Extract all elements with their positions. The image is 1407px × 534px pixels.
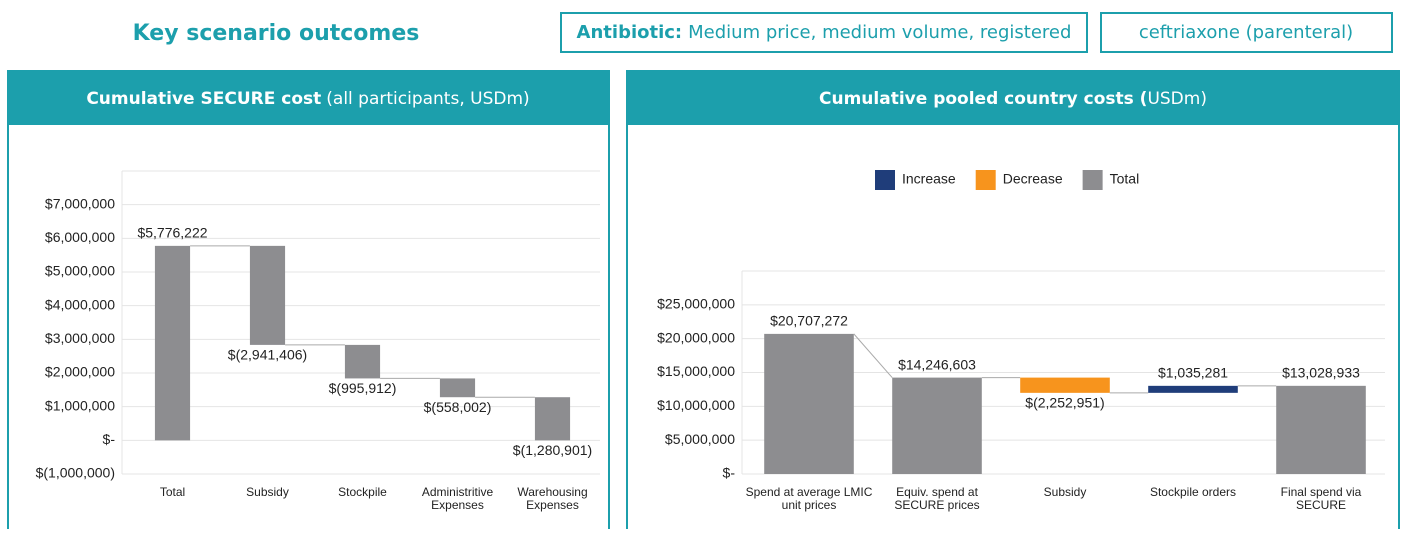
x-tick-label: Warehousing Expenses — [517, 486, 588, 512]
x-tick-label: Subsidy — [1043, 486, 1087, 499]
bar — [1148, 385, 1238, 393]
y-tick-label: $(1,000,000) — [36, 465, 115, 481]
bar — [1020, 377, 1110, 393]
y-tick-label: $2,000,000 — [45, 364, 115, 380]
legend-label: Decrease — [1003, 171, 1063, 187]
scenario-text: Antibiotic: Medium price, medium volume, … — [577, 22, 1072, 43]
scenario-box — [560, 12, 1088, 53]
drug-box — [1100, 12, 1393, 53]
x-tick-label: Stockpile orders — [1149, 486, 1237, 499]
x-tick-label: Stockpile — [338, 486, 387, 499]
legend-swatch — [975, 170, 996, 190]
panel-header — [627, 71, 1399, 125]
legend-label: Increase — [902, 171, 956, 187]
antibiotic: Medium price, medium volume, registered — [688, 22, 1071, 43]
legend-swatch — [1082, 170, 1103, 190]
bar — [439, 378, 476, 398]
y-tick-label: $10,000,000 — [657, 397, 735, 413]
y-tick-label: $- — [723, 465, 736, 481]
x-tick-label: Equiv. spend at SECURE prices — [894, 486, 980, 512]
value-label: $20,707,272 — [770, 313, 848, 329]
x-tick-label-box: Final spend via SECURE — [1280, 486, 1362, 512]
drug: ceftriaxone (parenteral) — [1139, 22, 1353, 43]
bar — [764, 333, 854, 474]
panel-header — [8, 71, 609, 125]
x-tick-label-box: Total — [159, 486, 186, 499]
x-tick-label: Subsidy — [246, 486, 289, 499]
y-tick-label: $1,000,000 — [45, 397, 115, 413]
chart-title: Cumulative pooled country costs ( — [819, 89, 1147, 109]
x-tick-label-box: Administritive Expenses — [421, 486, 494, 512]
x-tick-label-box: Subsidy — [246, 486, 289, 499]
antibiotic-label: Antibiotic: — [577, 22, 683, 43]
connector — [853, 333, 893, 378]
bar — [249, 245, 286, 345]
legend-label: Total — [1110, 171, 1140, 187]
bar — [892, 377, 982, 474]
y-tick-label: $7,000,000 — [45, 195, 115, 211]
chart-subtitle: USDm) — [1147, 89, 1207, 109]
value-label: $1,035,281 — [1158, 365, 1228, 381]
y-tick-label: $15,000,000 — [657, 363, 735, 379]
value-label: $(995,912) — [329, 380, 397, 396]
value-label: $(2,941,406) — [228, 347, 307, 363]
x-tick-label: Spend at average LMIC unit prices — [745, 486, 873, 512]
x-tick-label-box: Spend at average LMIC unit prices — [745, 486, 873, 512]
x-tick-label: Administritive Expenses — [421, 486, 494, 512]
x-tick-label-box: Stockpile — [338, 486, 387, 499]
bar — [344, 344, 381, 379]
y-tick-label: $4,000,000 — [45, 296, 115, 312]
panel — [626, 70, 1400, 534]
x-tick-label: Final spend via SECURE — [1280, 486, 1362, 512]
x-tick-label-box: Equiv. spend at SECURE prices — [894, 486, 980, 512]
value-label: $14,246,603 — [898, 356, 976, 372]
y-tick-label: $25,000,000 — [657, 296, 735, 312]
bar — [154, 245, 191, 441]
y-tick-label: $5,000,000 — [45, 263, 115, 279]
value-label: $5,776,222 — [137, 225, 207, 241]
y-tick-label: $20,000,000 — [657, 329, 735, 345]
y-tick-label: $6,000,000 — [45, 229, 115, 245]
x-tick-label: Total — [159, 486, 186, 499]
y-tick-label: $- — [103, 431, 116, 447]
x-tick-label-box: Subsidy — [1043, 486, 1087, 499]
legend-swatch — [875, 170, 895, 190]
value-label: $13,028,933 — [1282, 365, 1360, 381]
page-title: Key scenario outcomes — [133, 21, 420, 46]
chart-title: Cumulative SECURE cost — [86, 89, 321, 109]
x-tick-label-box: Warehousing Expenses — [517, 486, 588, 512]
value-label: $(558,002) — [424, 399, 492, 415]
panel-title: Cumulative SECURE cost (all participants,… — [86, 89, 529, 109]
bar — [534, 397, 571, 441]
bar — [1276, 385, 1366, 474]
value-label: $(2,252,951) — [1025, 395, 1104, 411]
panel-title: Cumulative pooled country costs (USDm) — [819, 89, 1207, 109]
chart-subtitle: (all participants, USDm) — [326, 89, 529, 109]
y-tick-label: $5,000,000 — [665, 431, 735, 447]
x-tick-label-box: Stockpile orders — [1149, 486, 1237, 499]
value-label: $(1,280,901) — [513, 442, 592, 458]
y-tick-label: $3,000,000 — [45, 330, 115, 346]
